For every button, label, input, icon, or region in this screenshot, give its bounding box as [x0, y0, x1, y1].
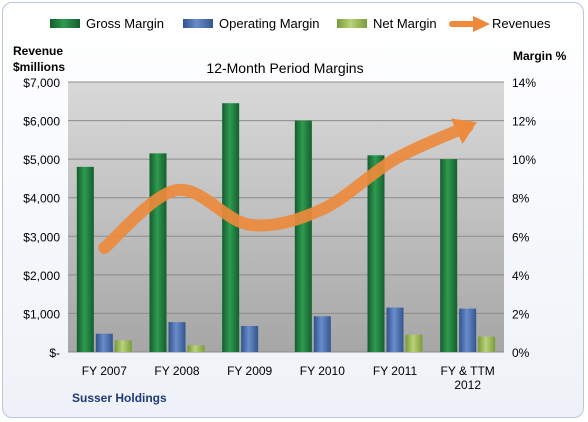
right-tick-label: 2%	[512, 307, 530, 321]
legend-item-net-margin: Net Margin	[337, 16, 437, 31]
legend-swatch-net-margin	[337, 19, 367, 28]
left-tick-label: $-	[49, 346, 60, 360]
left-tick-label: $7,000	[23, 76, 60, 90]
legend-label-operating-margin: Operating Margin	[219, 16, 319, 31]
right-tick-label: 0%	[512, 346, 530, 360]
category-label: 2012	[454, 378, 481, 392]
legend-item-revenues: Revenues	[449, 16, 551, 32]
bars	[76, 103, 496, 352]
bar-net-margin	[114, 340, 132, 352]
right-tick-label: 10%	[512, 153, 536, 167]
left-tick-label: $2,000	[23, 269, 60, 283]
left-axis-title-line2: $millions	[13, 60, 65, 74]
revenue-line-layer	[98, 118, 477, 254]
bar-operating-margin	[386, 307, 404, 352]
right-tick-label: 4%	[512, 269, 530, 283]
left-tick-label: $1,000	[23, 307, 60, 321]
legend-label-gross-margin: Gross Margin	[86, 16, 164, 31]
bar-gross-margin	[222, 103, 240, 352]
legend-swatch-operating-margin	[183, 19, 213, 28]
right-axis-title: Margin %	[513, 49, 567, 63]
gridlines	[68, 81, 504, 353]
legend-item-gross-margin: Gross Margin	[50, 16, 164, 31]
category-label: FY 2009	[227, 364, 272, 378]
right-tick-label: 14%	[512, 76, 536, 90]
category-label: FY 2010	[300, 364, 345, 378]
bar-gross-margin	[294, 120, 312, 352]
left-axis-ticks: $- $1,000 $2,000 $3,000 $4,000 $5,000 $6,000 $7…	[23, 76, 60, 360]
left-tick-label: $6,000	[23, 115, 60, 129]
bar-operating-margin	[168, 322, 186, 352]
bar-gross-margin	[440, 159, 458, 352]
revenue-line	[98, 120, 474, 254]
right-tick-label: 6%	[512, 230, 530, 244]
left-tick-label: $3,000	[23, 230, 60, 244]
left-axis-title-line1: Revenue	[13, 44, 63, 58]
bar-gross-margin	[76, 166, 94, 352]
legend-label-net-margin: Net Margin	[373, 16, 437, 31]
category-label: FY 2008	[154, 364, 199, 378]
legend-swatch-gross-margin	[50, 19, 80, 28]
bar-operating-margin	[313, 316, 331, 352]
category-labels: FY 2007 FY 2008 FY 2009 FY 2010 FY 2011 FY & …	[82, 364, 495, 392]
company-label: Susser Holdings	[72, 391, 167, 405]
bar-gross-margin	[367, 155, 385, 352]
bar-operating-margin	[95, 333, 113, 352]
legend: Gross Margin Operating Margin Net Margin…	[50, 16, 551, 32]
revenue-arrowhead	[450, 118, 477, 145]
right-axis-ticks: 0% 2% 4% 6% 8% 10% 12% 14%	[512, 76, 536, 360]
bar-net-margin	[405, 334, 423, 352]
legend-arrow-revenues	[473, 16, 490, 32]
legend-label-revenues: Revenues	[492, 16, 551, 31]
right-tick-label: 8%	[512, 192, 530, 206]
category-label: FY 2007	[82, 364, 127, 378]
bar-operating-margin	[459, 308, 477, 352]
left-tick-label: $4,000	[23, 192, 60, 206]
category-label: FY & TTM	[441, 364, 495, 378]
bar-net-margin	[187, 345, 205, 352]
legend-item-operating-margin: Operating Margin	[183, 16, 319, 31]
category-label: FY 2011	[373, 364, 418, 378]
bar-net-margin	[478, 336, 496, 352]
chart-title: 12-Month Period Margins	[206, 60, 363, 76]
bar-operating-margin	[241, 325, 259, 352]
left-tick-label: $5,000	[23, 153, 60, 167]
right-tick-label: 12%	[512, 115, 536, 129]
bar-gross-margin	[149, 153, 167, 352]
